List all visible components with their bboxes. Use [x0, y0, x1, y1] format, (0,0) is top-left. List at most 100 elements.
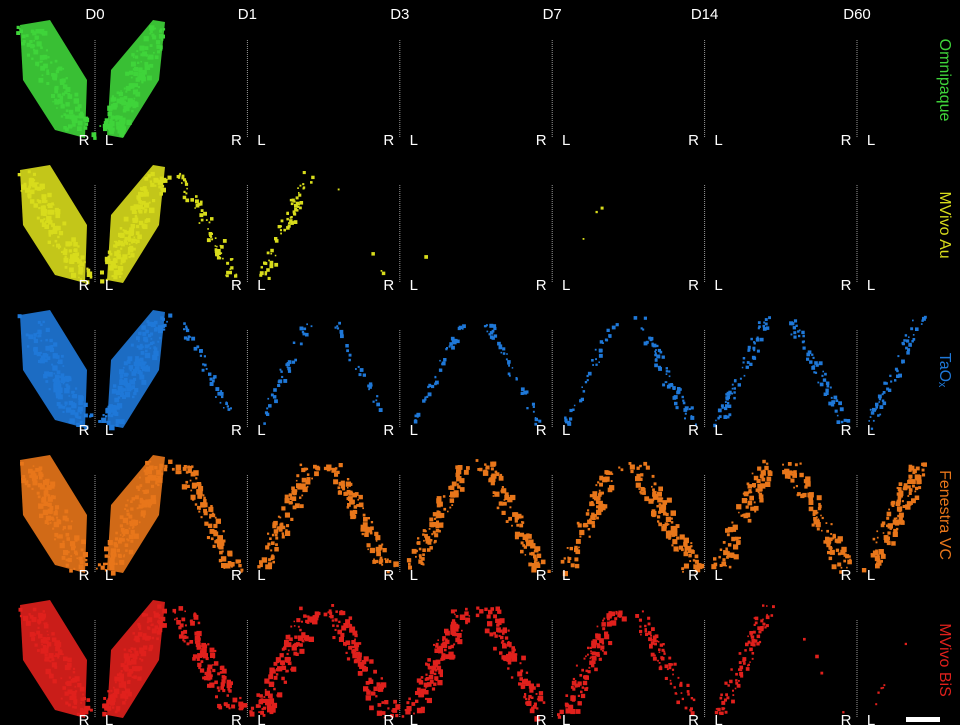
rendering-speck: [497, 507, 500, 510]
rendering-speck: [376, 395, 378, 397]
rendering-speck: [424, 398, 426, 400]
rendering-speck: [113, 554, 116, 557]
rendering-speck: [152, 628, 157, 633]
rendering-speck: [43, 502, 48, 507]
rendering-speck: [136, 486, 139, 489]
rendering-speck: [331, 604, 334, 607]
rendering-speck: [840, 407, 844, 411]
rendering-speck: [875, 550, 878, 553]
rendering-speck: [738, 512, 740, 514]
rendering-speck: [141, 77, 145, 81]
rendering-speck: [150, 30, 153, 33]
rendering-speck: [748, 484, 753, 489]
rendering-speck: [734, 387, 736, 389]
rendering-speck: [805, 476, 810, 481]
rendering-speck: [753, 357, 756, 360]
rendering-speck: [154, 28, 156, 30]
rendering-speck: [433, 644, 435, 646]
rendering-speck: [116, 678, 118, 680]
rendering-speck: [646, 466, 650, 470]
rendering-speck: [693, 559, 695, 561]
rendering-speck: [346, 349, 349, 352]
rendering-speck: [374, 672, 376, 674]
side-label: L: [867, 132, 875, 149]
rendering-speck: [41, 194, 46, 199]
rendering-speck: [569, 409, 572, 412]
rendering-speck: [507, 362, 510, 365]
rendering-speck: [53, 379, 56, 382]
rendering-speck: [138, 209, 141, 212]
rendering-speck: [145, 472, 149, 476]
rendering-speck: [818, 503, 821, 506]
rendering-speck: [629, 462, 632, 465]
rendering-speck: [758, 325, 761, 328]
rendering-speck: [756, 488, 760, 492]
rendering-speck: [765, 318, 768, 321]
rendering-speck: [438, 502, 443, 507]
rendering-speck: [108, 112, 113, 117]
rendering-speck: [335, 610, 338, 613]
rendering-speck: [302, 183, 304, 185]
rendering-speck: [75, 252, 79, 256]
rendering-speck: [528, 698, 530, 700]
rendering-speck: [290, 497, 293, 500]
rendering-speck: [31, 58, 33, 60]
rendering-speck: [43, 205, 46, 208]
rendering-speck: [379, 559, 383, 563]
rendering-speck: [903, 505, 906, 508]
rendering-speck: [161, 473, 163, 475]
rendering-speck: [127, 681, 130, 685]
rendering-speck: [658, 523, 662, 527]
rendering-speck: [113, 687, 115, 689]
rendering-speck: [131, 53, 134, 56]
rendering-speck: [202, 363, 204, 365]
rendering-speck: [63, 657, 68, 662]
rendering-speck: [432, 687, 435, 690]
rendering-speck: [830, 387, 832, 389]
rendering-speck: [731, 522, 733, 524]
rendering-speck: [451, 504, 453, 506]
rendering-speck: [763, 322, 765, 324]
rendering-speck: [430, 680, 434, 684]
rendering-speck: [204, 522, 208, 526]
rendering-speck: [85, 559, 87, 561]
rendering-speck: [732, 694, 734, 696]
rendering-speck: [107, 126, 112, 131]
rendering-speck: [121, 392, 124, 395]
rendering-speck: [116, 390, 121, 395]
rendering-speck: [236, 274, 238, 276]
rendering-speck: [197, 663, 201, 667]
rendering-speck: [587, 520, 592, 525]
rendering-speck: [506, 353, 508, 355]
rendering-speck: [587, 379, 589, 381]
rendering-speck: [877, 554, 880, 557]
rendering-speck: [763, 325, 766, 328]
rendering-speck: [882, 521, 886, 525]
rendering-speck: [73, 671, 76, 674]
rendering-speck: [567, 560, 570, 563]
rendering-speck: [800, 463, 802, 465]
rendering-speck: [756, 642, 759, 645]
rendering-speck: [653, 494, 659, 500]
rendering-speck: [666, 517, 671, 522]
rendering-speck: [185, 624, 187, 626]
rendering-speck: [30, 190, 35, 195]
rendering-speck: [731, 393, 733, 395]
rendering-speck: [336, 325, 338, 327]
rendering-speck: [112, 389, 117, 394]
rendering-speck: [393, 700, 397, 704]
rendering-speck: [270, 708, 274, 712]
rendering-speck: [50, 348, 54, 352]
rendering-speck: [452, 624, 454, 626]
rendering-speck: [520, 550, 524, 554]
rendering-speck: [690, 542, 692, 544]
rendering-speck: [27, 54, 30, 57]
rendering-speck: [417, 678, 421, 682]
rendering-speck: [571, 686, 574, 689]
rendering-speck: [381, 701, 384, 704]
rendering-speck: [681, 567, 684, 570]
rendering-speck: [608, 334, 611, 337]
rendering-speck: [746, 366, 749, 369]
rendering-speck: [157, 484, 160, 487]
rendering-speck: [267, 692, 269, 694]
